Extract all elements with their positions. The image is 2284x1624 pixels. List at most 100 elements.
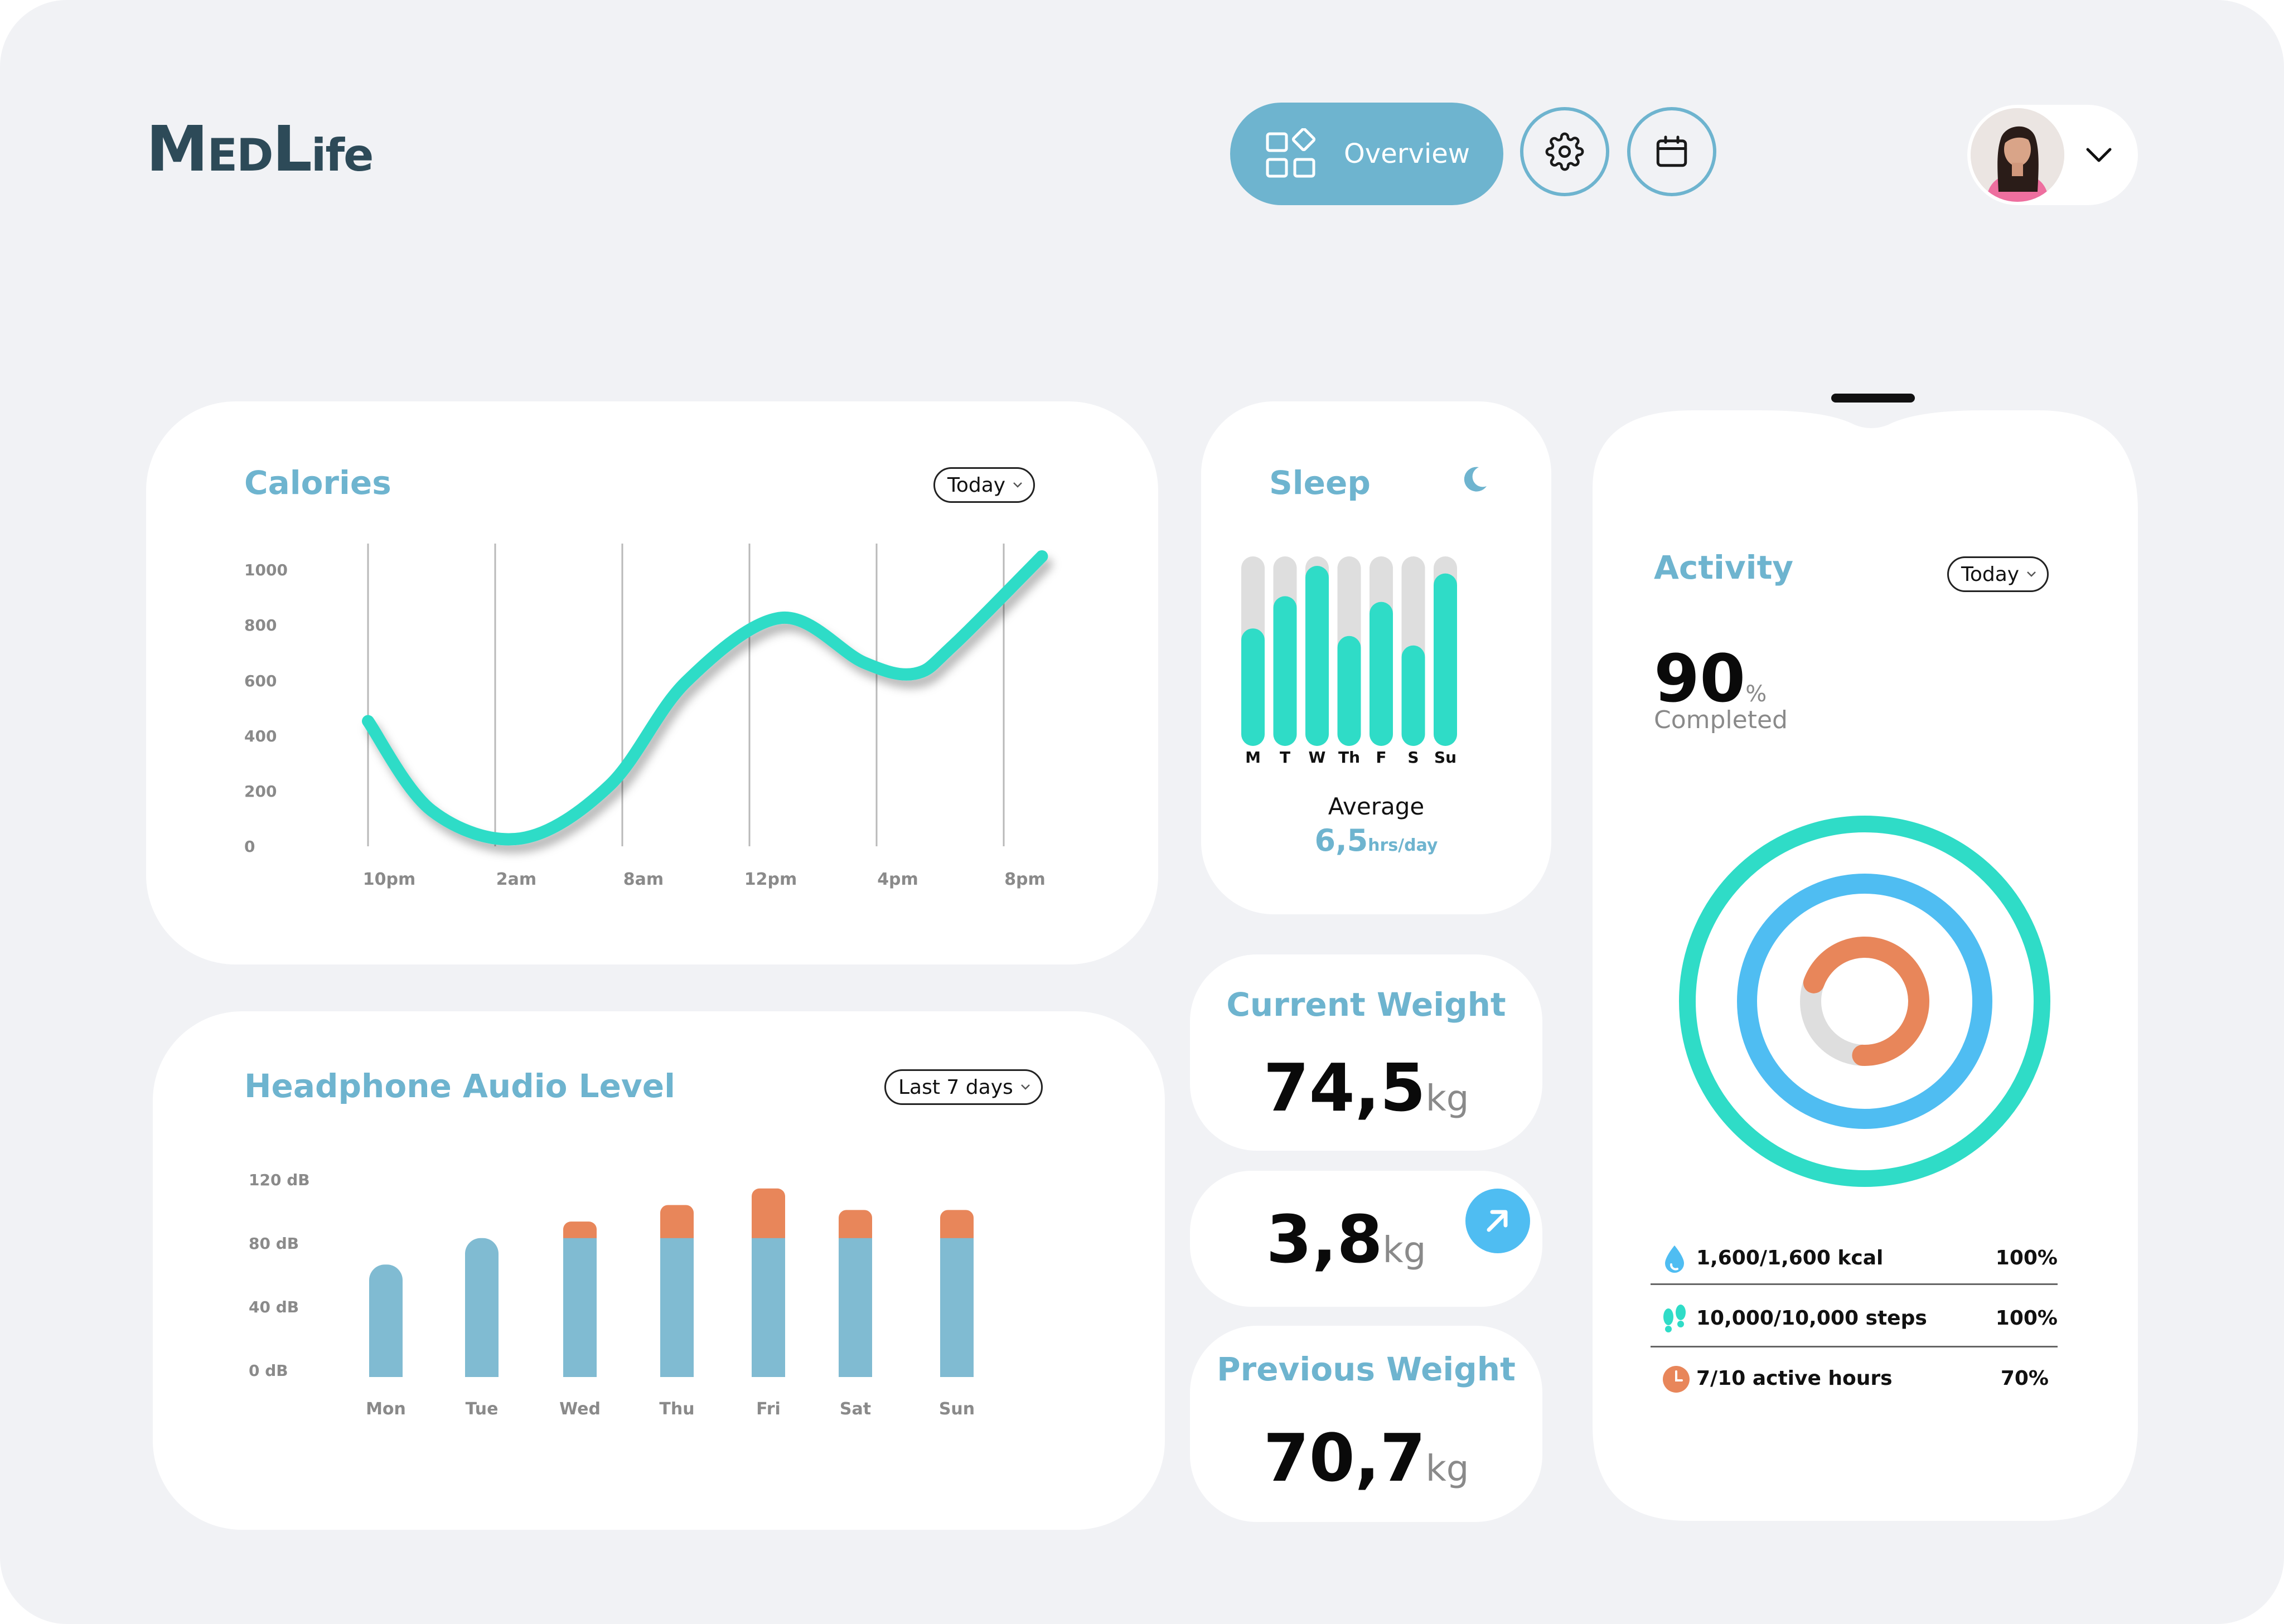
x-tick-label: M (1245, 748, 1261, 767)
activity-percent-sign: % (1745, 681, 1767, 707)
previous-weight-value: 70,7 (1263, 1419, 1426, 1496)
gear-icon (1545, 132, 1584, 171)
avatar[interactable] (1971, 108, 2064, 202)
y-tick-label: 600 (244, 672, 277, 690)
current-weight: 74,5kg (1190, 1049, 1542, 1126)
activity-card: Activity Today 90% Completed (1593, 388, 2138, 1521)
activity-stat-hours: 7/10 active hours 70% (1651, 1359, 2058, 1404)
audio-bar-safe (563, 1238, 597, 1377)
current-weight-value: 74,5 (1263, 1049, 1426, 1126)
activity-stat-text: 1,600/1,600 kcal (1696, 1247, 1884, 1269)
sleep-bar (1337, 636, 1361, 746)
divider (1651, 1346, 2058, 1347)
profile-menu[interactable] (1967, 105, 2138, 205)
sleep-bar (1305, 566, 1329, 746)
sleep-title: Sleep (1269, 464, 1371, 502)
y-tick-label: 400 (244, 727, 277, 745)
weight-change: 3,8kg (1190, 1201, 1502, 1278)
y-tick-label: 80 dB (249, 1234, 299, 1253)
calories-chart (362, 544, 1048, 846)
activity-stat-percent: 70% (2000, 1367, 2049, 1390)
y-tick-label: 800 (244, 616, 277, 634)
activity-stat-text: 10,000/10,000 steps (1696, 1307, 1927, 1330)
x-tick-label: 4pm (877, 870, 918, 889)
sleep-bar (1241, 628, 1265, 746)
x-tick-label: 8am (623, 870, 664, 889)
x-tick-label: Sun (938, 1399, 975, 1419)
audio-title: Headphone Audio Level (244, 1067, 675, 1105)
sleep-chart (1241, 556, 1457, 746)
chevron-down-icon (1020, 1084, 1030, 1090)
sleep-average-label: Average (1328, 793, 1425, 820)
activity-stat-percent: 100% (1995, 1307, 2058, 1330)
activity-completed-label: Completed (1654, 706, 1788, 734)
x-tick-label: Sat (839, 1399, 872, 1419)
audio-bar-safe (839, 1238, 872, 1377)
previous-weight: 70,7kg (1190, 1419, 1542, 1496)
y-tick-label: 1000 (244, 561, 288, 579)
activity-rings (1679, 816, 2050, 1187)
calories-card: Calories Today 1000 800 600 400 200 0 10… (146, 401, 1158, 964)
sleep-bar (1434, 573, 1457, 746)
audio-bar-safe (940, 1238, 974, 1377)
moon-icon (1464, 467, 1487, 492)
x-tick-label: Thu (659, 1399, 695, 1419)
activity-ring-steps (1737, 874, 1992, 1129)
chevron-down-icon (2027, 571, 2036, 577)
overview-button[interactable]: Overview (1230, 103, 1503, 205)
activity-stat-kcal: 1,600/1,600 kcal 100% (1651, 1239, 2058, 1283)
audio-bar-safe (752, 1238, 785, 1377)
app-logo: MEDLife (146, 113, 374, 186)
calendar-icon (1656, 135, 1687, 167)
current-weight-title: Current Weight (1226, 986, 1506, 1024)
activity-stat-percent: 100% (1995, 1247, 2058, 1269)
overview-label: Overview (1344, 138, 1470, 169)
activity-percent: 90% (1654, 640, 1767, 717)
chevron-down-icon[interactable] (2082, 142, 2116, 168)
x-tick-label: Tue (465, 1399, 499, 1419)
audio-filter-dropdown[interactable]: Last 7 days (884, 1069, 1043, 1105)
current-weight-unit: kg (1425, 1078, 1469, 1119)
calendar-button[interactable] (1627, 107, 1716, 196)
calories-filter-dropdown[interactable]: Today (933, 467, 1035, 503)
y-tick-label: 120 dB (249, 1171, 310, 1189)
previous-weight-title: Previous Weight (1217, 1350, 1516, 1388)
dashboard-icon (1266, 128, 1316, 178)
x-tick-label: Mon (366, 1399, 406, 1419)
audio-bar-safe (660, 1238, 694, 1377)
x-tick-label: S (1407, 748, 1419, 767)
audio-bar-safe (465, 1254, 499, 1377)
activity-stat-steps: 10,000/10,000 steps 100% (1651, 1299, 2058, 1344)
audio-bar-loud (752, 1188, 785, 1249)
audio-card: Headphone Audio Level Last 7 days 120 dB… (153, 1011, 1165, 1530)
audio-filter-label: Last 7 days (898, 1075, 1013, 1099)
audio-chart (369, 1188, 974, 1377)
sleep-average-value: 6,5 (1314, 823, 1368, 858)
x-tick-label: T (1279, 748, 1291, 767)
activity-stat-text: 7/10 active hours (1696, 1367, 1893, 1390)
y-tick-label: 0 dB (249, 1361, 288, 1380)
activity-filter-label: Today (1961, 563, 2020, 586)
activity-filter-dropdown[interactable]: Today (1947, 556, 2049, 592)
activity-card-shape (1593, 394, 2138, 1521)
x-tick-label: 2am (496, 870, 537, 889)
weight-trend-button[interactable] (1465, 1189, 1530, 1253)
y-tick-label: 40 dB (249, 1298, 299, 1316)
divider (1651, 1283, 2058, 1285)
drop-icon (1665, 1245, 1684, 1273)
settings-button[interactable] (1520, 107, 1609, 196)
audio-bar-safe (369, 1281, 403, 1377)
x-tick-label: 12pm (744, 870, 797, 889)
sleep-card: Sleep M T W Th F S Su Average 6,5hrs/day (1201, 401, 1551, 914)
sleep-bar (1370, 602, 1393, 746)
activity-percent-value: 90 (1654, 640, 1746, 717)
x-tick-label: W (1308, 748, 1326, 767)
current-weight-card: Current Weight 74,5kg (1190, 954, 1542, 1151)
weight-change-card: 3,8kg (1190, 1171, 1542, 1307)
x-tick-label: Su (1434, 748, 1457, 767)
calories-title: Calories (244, 464, 391, 502)
weight-change-value: 3,8 (1266, 1201, 1383, 1278)
x-tick-label: 10pm (362, 870, 416, 889)
y-tick-label: 0 (244, 837, 255, 856)
